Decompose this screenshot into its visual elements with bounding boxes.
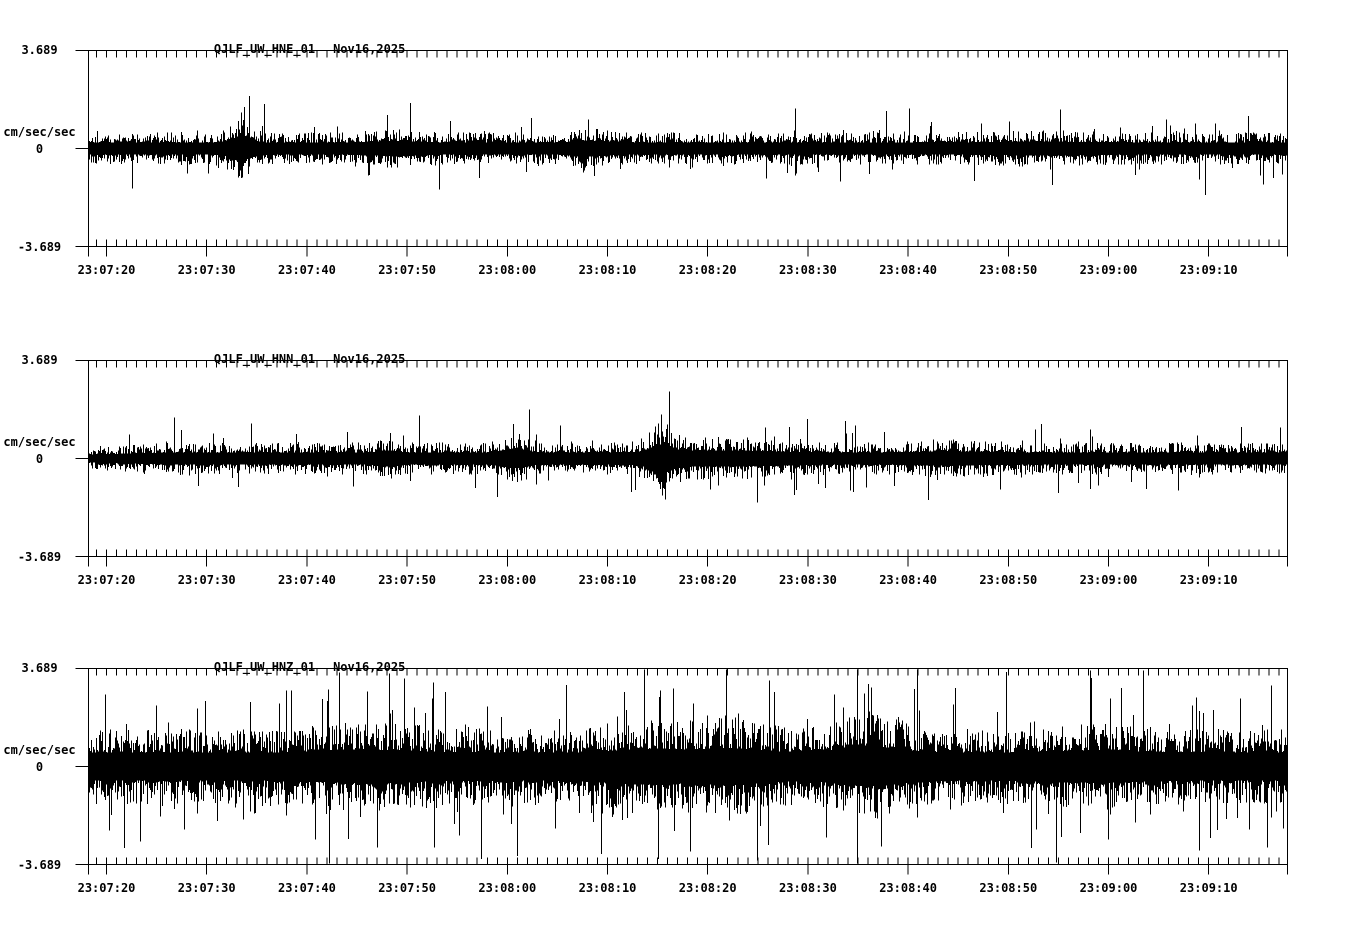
y-zero-label: 0 bbox=[35, 142, 44, 156]
x-tick-label: 23:08:00 bbox=[478, 263, 536, 277]
x-tick-label: 23:08:50 bbox=[979, 263, 1037, 277]
y-max-label: 3.689 bbox=[21, 661, 58, 675]
seismogram-plot-hne: 23:07:20 23:07:30 23:07:40 23:07:50 23:08:00… bbox=[75, 50, 1288, 277]
x-tick-label: 23:07:50 bbox=[378, 881, 436, 895]
x-tick-label: 23:08:40 bbox=[879, 573, 937, 587]
x-tick-label: 23:08:50 bbox=[979, 881, 1037, 895]
y-unit-label: cm/sec/sec bbox=[3, 435, 76, 449]
y-unit-label: cm/sec/sec bbox=[3, 125, 76, 139]
panel-title: QJLF_UW_HNE_01 Nov16,2025 bbox=[185, 31, 405, 67]
x-tick-label: 23:08:00 bbox=[478, 573, 536, 587]
x-tick-label: 23:07:50 bbox=[378, 263, 436, 277]
station-channel-label: QJLF_UW_HNN_01 bbox=[213, 352, 316, 366]
panel-title: QJLF_UW_HNN_01 Nov16,2025 bbox=[185, 341, 405, 377]
x-tick-label: 23:07:30 bbox=[178, 263, 236, 277]
x-tick-label: 23:09:00 bbox=[1080, 573, 1138, 587]
x-tick-label: 23:08:50 bbox=[979, 573, 1037, 587]
x-tick-label: 23:08:00 bbox=[478, 881, 536, 895]
x-tick-label: 23:07:30 bbox=[178, 573, 236, 587]
y-min-label: -3.689 bbox=[17, 240, 62, 254]
x-tick-label: 23:09:00 bbox=[1080, 881, 1138, 895]
x-tick-label: 23:07:20 bbox=[78, 881, 136, 895]
x-tick-label: 23:09:00 bbox=[1080, 263, 1138, 277]
x-tick-label: 23:09:10 bbox=[1180, 573, 1238, 587]
x-tick-label: 23:09:10 bbox=[1180, 881, 1238, 895]
panel-title: QJLF_UW_HNZ_01 Nov16,2025 bbox=[185, 649, 405, 685]
y-unit-label: cm/sec/sec bbox=[3, 743, 76, 757]
record-date-label: Nov16,2025 bbox=[333, 42, 406, 56]
x-tick-label: 23:08:10 bbox=[579, 263, 637, 277]
station-channel-label: QJLF_UW_HNZ_01 bbox=[213, 660, 316, 674]
x-tick-label: 23:08:20 bbox=[679, 573, 737, 587]
seismogram-plot-hnn: 23:07:20 23:07:30 23:07:40 23:07:50 23:08:00… bbox=[75, 360, 1288, 587]
x-tick-label: 23:08:40 bbox=[879, 263, 937, 277]
x-tick-label: 23:08:30 bbox=[779, 573, 837, 587]
record-date-label: Nov16,2025 bbox=[333, 660, 406, 674]
x-tick-label: 23:07:20 bbox=[78, 573, 136, 587]
x-tick-label: 23:08:40 bbox=[879, 881, 937, 895]
x-tick-label: 23:08:10 bbox=[579, 881, 637, 895]
y-min-label: -3.689 bbox=[17, 858, 62, 872]
x-tick-label: 23:07:50 bbox=[378, 573, 436, 587]
waveform-trace bbox=[88, 669, 1287, 864]
x-tick-label: 23:08:30 bbox=[779, 881, 837, 895]
x-tick-label: 23:07:30 bbox=[178, 881, 236, 895]
x-tick-label: 23:07:40 bbox=[278, 573, 336, 587]
seismogram-panel-hne: 23:07:20 23:07:30 23:07:40 23:07:50 23:08:00… bbox=[0, 0, 1358, 310]
x-tick-label: 23:09:10 bbox=[1180, 263, 1238, 277]
seismogram-plot-hnz: 23:07:20 23:07:30 23:07:40 23:07:50 23:08:00… bbox=[75, 668, 1288, 895]
y-max-label: 3.689 bbox=[21, 353, 58, 367]
y-min-label: -3.689 bbox=[17, 550, 62, 564]
seismogram-panel-hnz: 23:07:20 23:07:30 23:07:40 23:07:50 23:08:00… bbox=[0, 618, 1358, 928]
record-date-label: Nov16,2025 bbox=[333, 352, 406, 366]
x-tick-label: 23:08:30 bbox=[779, 263, 837, 277]
y-zero-label: 0 bbox=[35, 760, 44, 774]
seismogram-panel-hnn: 23:07:20 23:07:30 23:07:40 23:07:50 23:08:00… bbox=[0, 310, 1358, 620]
waveform-trace bbox=[88, 96, 1287, 195]
station-channel-label: QJLF_UW_HNE_01 bbox=[213, 42, 316, 56]
y-zero-label: 0 bbox=[35, 452, 44, 466]
y-max-label: 3.689 bbox=[21, 43, 58, 57]
x-tick-label: 23:08:10 bbox=[579, 573, 637, 587]
waveform-trace bbox=[88, 391, 1287, 503]
x-tick-label: 23:08:20 bbox=[679, 881, 737, 895]
x-tick-label: 23:07:40 bbox=[278, 263, 336, 277]
x-tick-label: 23:08:20 bbox=[679, 263, 737, 277]
x-tick-label: 23:07:20 bbox=[78, 263, 136, 277]
x-tick-label: 23:07:40 bbox=[278, 881, 336, 895]
